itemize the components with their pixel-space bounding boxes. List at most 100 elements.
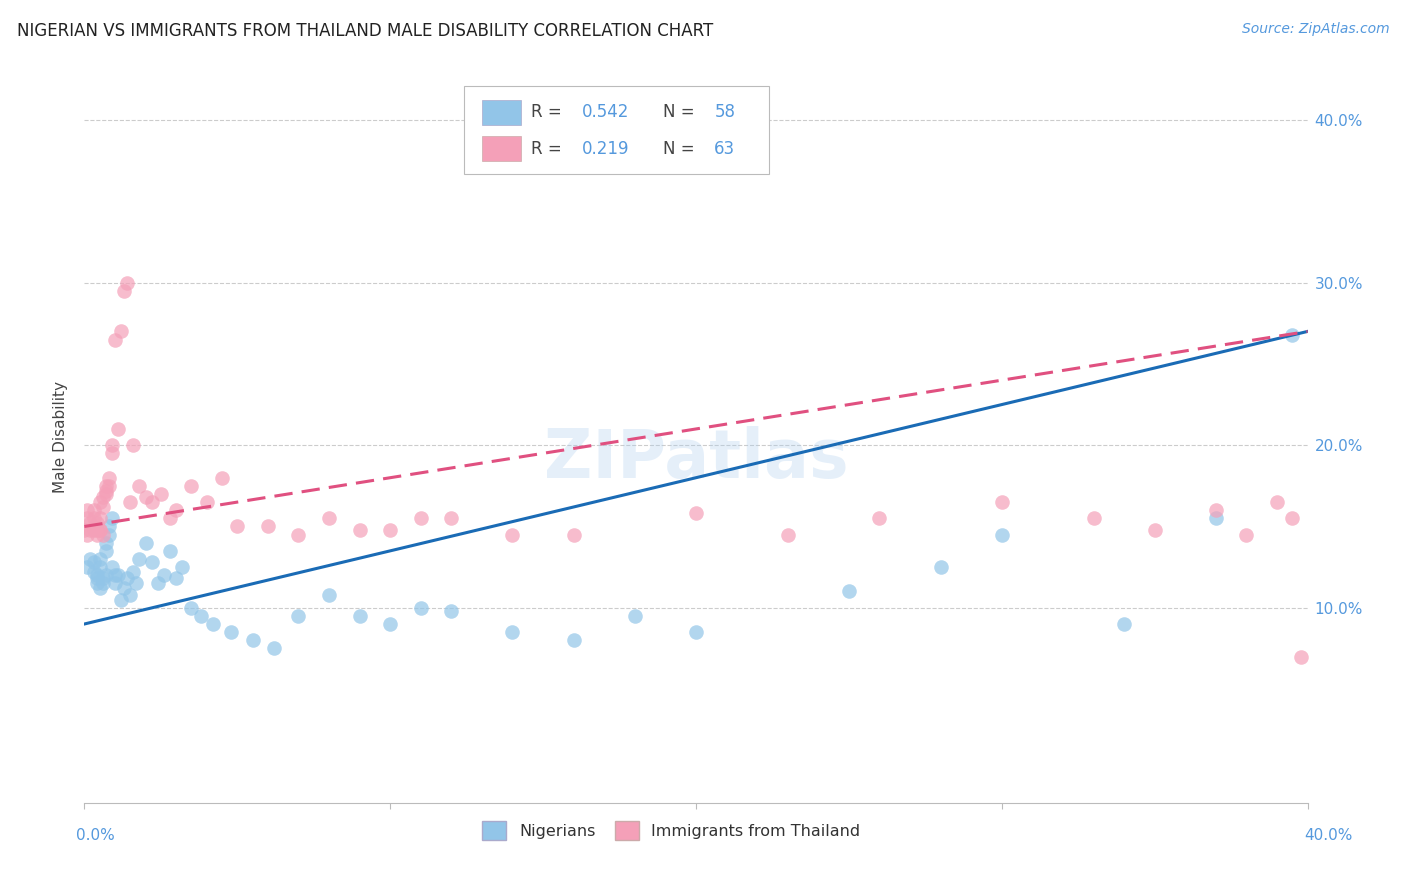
Point xyxy=(91,572,114,586)
Point xyxy=(104,568,127,582)
Point xyxy=(287,608,309,623)
Point xyxy=(97,471,120,485)
Point xyxy=(349,523,371,537)
Point xyxy=(107,568,129,582)
Point xyxy=(89,552,111,566)
Point xyxy=(1291,649,1313,664)
Point xyxy=(122,565,145,579)
Point xyxy=(440,511,463,525)
Point xyxy=(190,608,212,623)
Point xyxy=(89,495,111,509)
Point xyxy=(86,516,108,531)
Point xyxy=(86,576,108,591)
Text: 0.219: 0.219 xyxy=(582,140,630,158)
Point xyxy=(1265,495,1288,509)
Point xyxy=(79,523,101,537)
Point xyxy=(91,527,114,541)
Point xyxy=(86,523,108,537)
Point xyxy=(125,576,148,591)
Point xyxy=(91,500,114,514)
FancyBboxPatch shape xyxy=(464,86,769,174)
Point xyxy=(318,511,340,525)
Text: 63: 63 xyxy=(714,140,735,158)
Point xyxy=(1236,527,1258,541)
Text: R =: R = xyxy=(531,103,561,121)
Point xyxy=(115,276,138,290)
Point xyxy=(141,555,163,569)
Text: N =: N = xyxy=(664,103,695,121)
Point xyxy=(89,511,111,525)
Point xyxy=(226,519,249,533)
Point xyxy=(318,588,340,602)
Text: R =: R = xyxy=(531,140,561,158)
Point xyxy=(146,576,169,591)
Point xyxy=(195,495,218,509)
Point xyxy=(89,560,111,574)
Point xyxy=(76,560,98,574)
Point xyxy=(94,544,117,558)
Point xyxy=(89,523,111,537)
Point xyxy=(1281,327,1303,342)
Point xyxy=(172,560,194,574)
Point xyxy=(128,479,150,493)
Point xyxy=(409,600,432,615)
Point xyxy=(83,555,105,569)
Point xyxy=(97,519,120,533)
Point xyxy=(79,552,101,566)
Point xyxy=(89,581,111,595)
Point xyxy=(380,617,402,632)
Point xyxy=(94,487,117,501)
Point xyxy=(101,438,124,452)
Text: NIGERIAN VS IMMIGRANTS FROM THAILAND MALE DISABILITY CORRELATION CHART: NIGERIAN VS IMMIGRANTS FROM THAILAND MAL… xyxy=(17,22,713,40)
Point xyxy=(180,600,202,615)
Text: 0.0%: 0.0% xyxy=(76,829,115,843)
Point xyxy=(869,511,891,525)
Point xyxy=(110,325,132,339)
Point xyxy=(165,572,187,586)
Point xyxy=(94,479,117,493)
Point xyxy=(1143,523,1166,537)
Point xyxy=(685,625,707,640)
Point xyxy=(89,523,111,537)
Point xyxy=(562,527,585,541)
Point xyxy=(91,490,114,504)
Text: 58: 58 xyxy=(714,103,735,121)
Point xyxy=(685,507,707,521)
Point xyxy=(86,527,108,541)
Point xyxy=(180,479,202,493)
Point xyxy=(1083,511,1105,525)
Point xyxy=(128,552,150,566)
Point xyxy=(349,608,371,623)
Y-axis label: Male Disability: Male Disability xyxy=(53,381,69,493)
Point xyxy=(1205,511,1227,525)
Text: Source: ZipAtlas.com: Source: ZipAtlas.com xyxy=(1241,22,1389,37)
Point xyxy=(83,565,105,579)
Point xyxy=(110,592,132,607)
Point xyxy=(201,617,224,632)
Point xyxy=(94,568,117,582)
Point xyxy=(122,438,145,452)
Point xyxy=(159,511,181,525)
Point xyxy=(86,572,108,586)
Point xyxy=(97,527,120,541)
Point xyxy=(263,641,285,656)
Point xyxy=(1281,511,1303,525)
Point xyxy=(97,479,120,493)
Point xyxy=(83,503,105,517)
FancyBboxPatch shape xyxy=(482,136,522,161)
Point xyxy=(79,516,101,531)
Point xyxy=(257,519,280,533)
Point xyxy=(211,471,233,485)
Point xyxy=(112,284,135,298)
Point xyxy=(838,584,860,599)
Point xyxy=(502,625,524,640)
Point xyxy=(73,523,96,537)
Point xyxy=(287,527,309,541)
Text: N =: N = xyxy=(664,140,695,158)
Point xyxy=(76,527,98,541)
Point xyxy=(115,572,138,586)
Point xyxy=(104,576,127,591)
Point xyxy=(562,633,585,648)
Point xyxy=(101,446,124,460)
Point xyxy=(91,576,114,591)
